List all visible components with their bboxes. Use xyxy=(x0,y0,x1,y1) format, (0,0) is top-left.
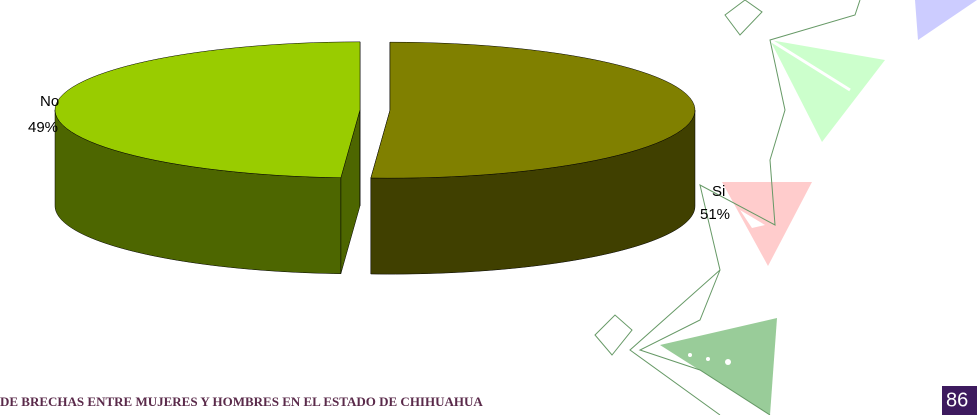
slice-label: Si xyxy=(712,183,725,200)
slice-label: No xyxy=(40,93,59,110)
decoration xyxy=(594,0,977,415)
page-number-box xyxy=(942,386,977,415)
value-label: 49% xyxy=(28,119,58,136)
slice xyxy=(54,41,361,178)
slice xyxy=(370,41,696,179)
footer-text: DE BRECHAS ENTRE MUJERES Y HOMBRES EN EL… xyxy=(0,394,483,409)
page-number: 86 xyxy=(946,389,968,411)
value-label: 51% xyxy=(700,206,730,223)
pie xyxy=(54,41,696,275)
